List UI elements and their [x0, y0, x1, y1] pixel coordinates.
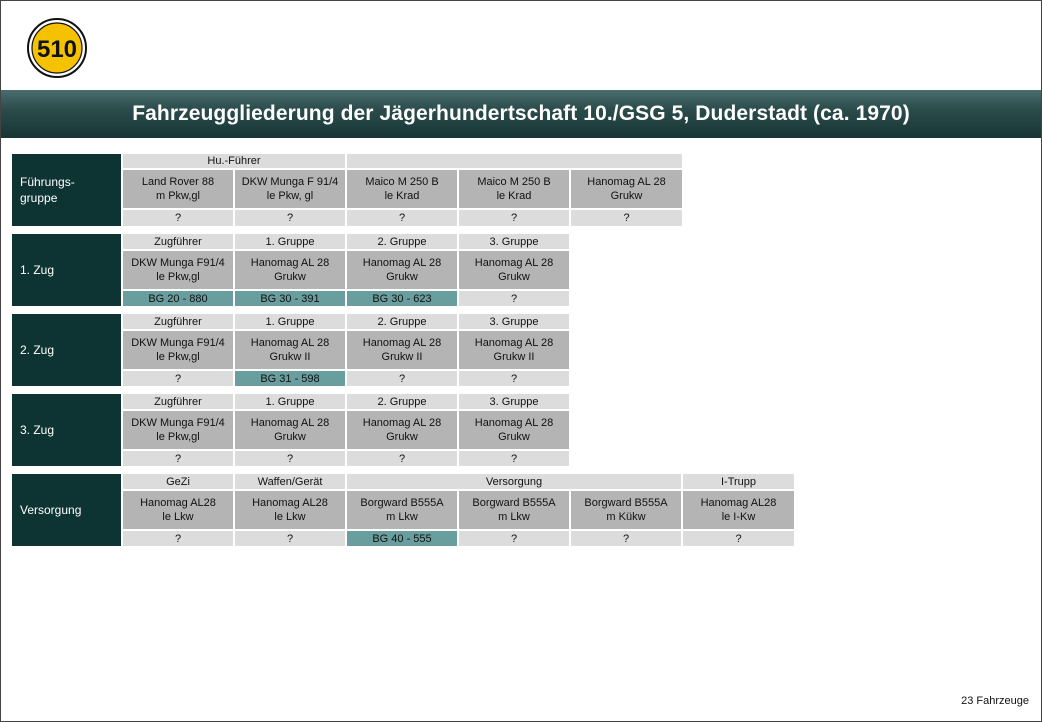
vehicle-cell: Borgward B555A m Lkw	[347, 491, 457, 529]
group-label-3-zug: 3. Zug	[12, 394, 121, 466]
group-label-2-zug: 2. Zug	[12, 314, 121, 386]
vehicle-cell: DKW Munga F91/4 le Pkw,gl	[123, 251, 233, 289]
status-cell-registration: BG 20 - 880	[123, 291, 233, 306]
header-cell: 2. Gruppe	[347, 314, 457, 329]
status-cell: ?	[459, 451, 569, 466]
status-cell: ?	[123, 210, 233, 226]
header-cell: Zugführer	[123, 234, 233, 249]
vehicle-cell: Hanomag AL28 le Lkw	[123, 491, 233, 529]
vehicle-cell: Hanomag AL 28 Grukw II	[459, 331, 569, 369]
vehicle-cell: Hanomag AL 28 Grukw	[235, 411, 345, 449]
header-cell: 3. Gruppe	[459, 394, 569, 409]
status-cell: ?	[123, 451, 233, 466]
route-510-sign-logo: 510	[27, 18, 87, 78]
status-cell: ?	[347, 371, 457, 386]
header-cell: Versorgung	[347, 474, 681, 489]
vehicle-cell: DKW Munga F91/4 le Pkw,gl	[123, 411, 233, 449]
header-cell: I-Trupp	[683, 474, 794, 489]
logo-number: 510	[37, 36, 77, 63]
vehicle-cell: Hanomag AL 28 Grukw	[459, 411, 569, 449]
status-cell: ?	[235, 531, 345, 546]
status-cell: ?	[347, 210, 457, 226]
header-cell: Zugführer	[123, 314, 233, 329]
vehicle-cell: Hanomag AL28 le Lkw	[235, 491, 345, 529]
header-cell: 1. Gruppe	[235, 394, 345, 409]
vehicle-cell: Land Rover 88 m Pkw,gl	[123, 170, 233, 208]
vehicle-cell: Hanomag AL28 le I-Kw	[683, 491, 794, 529]
group-label-versorgung: Versorgung	[12, 474, 121, 546]
status-cell: ?	[683, 531, 794, 546]
vehicle-cell: Hanomag AL 28 Grukw	[347, 251, 457, 289]
header-cell: 1. Gruppe	[235, 234, 345, 249]
vehicle-cell: DKW Munga F91/4 le Pkw,gl	[123, 331, 233, 369]
status-cell: ?	[123, 371, 233, 386]
status-cell: ?	[571, 531, 681, 546]
status-cell: ?	[571, 210, 682, 226]
group-label-1-zug: 1. Zug	[12, 234, 121, 306]
vehicle-cell: Hanomag AL 28 Grukw	[347, 411, 457, 449]
vehicle-total: 23 Fahrzeuge	[961, 695, 1029, 707]
status-cell-registration: BG 30 - 623	[347, 291, 457, 306]
vehicle-cell: Borgward B555A m Lkw	[459, 491, 569, 529]
status-cell-registration: BG 40 - 555	[347, 531, 457, 546]
status-cell-registration: BG 30 - 391	[235, 291, 345, 306]
status-cell: ?	[123, 531, 233, 546]
vehicle-cell: Maico M 250 B le Krad	[459, 170, 569, 208]
header-cell: Waffen/Gerät	[235, 474, 345, 489]
status-cell: ?	[459, 371, 569, 386]
vehicle-cell: DKW Munga F 91/4 le Pkw, gl	[235, 170, 345, 208]
status-cell: ?	[459, 291, 569, 306]
header-hu-fuehrer: Hu.-Führer	[123, 154, 345, 168]
status-cell: ?	[235, 451, 345, 466]
status-cell: ?	[347, 451, 457, 466]
page-title: Fahrzeuggliederung der Jägerhundertschaf…	[132, 102, 910, 125]
vehicle-cell: Borgward B555A m Kükw	[571, 491, 681, 529]
status-cell: ?	[459, 531, 569, 546]
status-cell: ?	[235, 210, 345, 226]
header-cell: Zugführer	[123, 394, 233, 409]
header-cell: 3. Gruppe	[459, 234, 569, 249]
vehicle-cell: Hanomag AL 28 Grukw II	[235, 331, 345, 369]
vehicle-cell: Hanomag AL 28 Grukw	[571, 170, 682, 208]
status-cell: ?	[459, 210, 569, 226]
header-cell: 2. Gruppe	[347, 234, 457, 249]
header-cell: GeZi	[123, 474, 233, 489]
vehicle-cell: Hanomag AL 28 Grukw	[235, 251, 345, 289]
header-cell: 3. Gruppe	[459, 314, 569, 329]
vehicle-cell: Hanomag AL 28 Grukw	[459, 251, 569, 289]
header-blank	[347, 154, 682, 168]
status-cell-registration: BG 31 - 598	[235, 371, 345, 386]
header-cell: 1. Gruppe	[235, 314, 345, 329]
vehicle-cell: Maico M 250 B le Krad	[347, 170, 457, 208]
vehicle-cell: Hanomag AL 28 Grukw II	[347, 331, 457, 369]
title-banner: Fahrzeuggliederung der Jägerhundertschaf…	[1, 90, 1041, 138]
group-label-fuehrungsgruppe: Führungs- gruppe	[12, 154, 121, 226]
header-cell: 2. Gruppe	[347, 394, 457, 409]
